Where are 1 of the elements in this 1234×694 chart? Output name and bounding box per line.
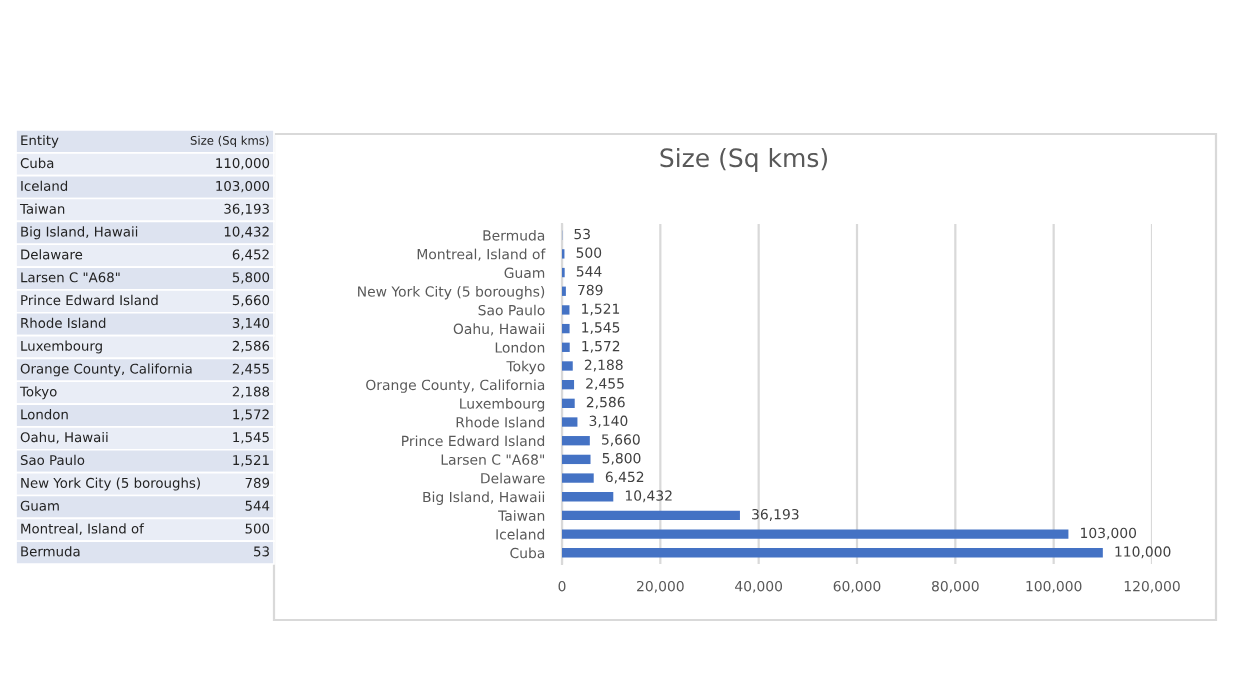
chart-title: Size (Sq kms) — [660, 147, 828, 173]
